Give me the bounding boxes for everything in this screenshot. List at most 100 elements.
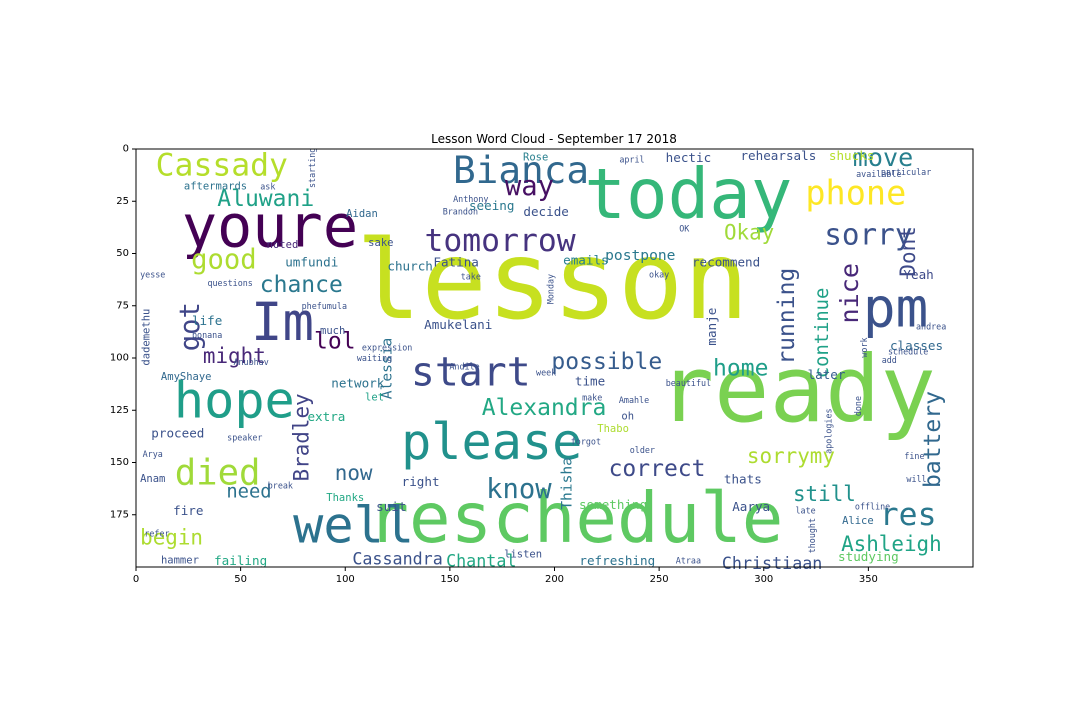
word-dont: Dont — [896, 226, 920, 276]
word-oh: oh — [621, 411, 634, 423]
word-correct: correct — [609, 456, 706, 482]
word-amukelani: Amukelani — [424, 317, 492, 332]
word-youre: youre — [182, 192, 358, 260]
y-tick-label: 150 — [110, 457, 129, 468]
word-april: april — [619, 154, 644, 164]
word-arya: Arya — [143, 449, 163, 459]
y-tick-label: 0 — [123, 144, 129, 155]
word-failing: failing — [214, 553, 267, 568]
word-brandon: Brandon — [443, 207, 478, 217]
word-reschedule: reschedule — [367, 479, 783, 559]
word-ready: ready — [659, 336, 936, 443]
word-yesse: yesse — [140, 269, 165, 279]
word-amahle: Amahle — [619, 395, 649, 405]
word-speaker: speaker — [227, 432, 262, 442]
y-tick-label: 125 — [110, 405, 129, 416]
word-available: available — [856, 169, 901, 179]
word-now: now — [335, 461, 373, 485]
plot-background — [136, 149, 973, 567]
word-aarya: Aarya — [732, 499, 770, 514]
word-anubhav: Anubhav — [233, 357, 268, 367]
word-later: later — [808, 367, 846, 382]
word-thats: thats — [724, 472, 762, 487]
word-thabo: Thabo — [597, 423, 629, 435]
word-classes: classes — [890, 338, 943, 353]
word-particular: particular — [881, 167, 931, 177]
y-tick-label: 75 — [116, 300, 129, 311]
word-hammer: hammer — [161, 555, 199, 567]
word-fatina: Fatina — [433, 254, 479, 269]
word-andrea: andrea — [916, 322, 946, 332]
word-monday: Monday — [545, 274, 555, 304]
word-refer: refer — [144, 529, 169, 539]
word-suit: suit — [376, 499, 406, 514]
word-phone: phone — [805, 173, 906, 212]
word-life: life — [192, 313, 222, 328]
word-alexandra: Alexandra — [482, 395, 607, 421]
word-forgot: forgot — [571, 437, 601, 447]
word-atraa: Atraa — [676, 556, 701, 566]
word-sorry: sorry — [824, 218, 912, 252]
word-chantal: Chantal — [446, 551, 516, 571]
word-anam: Anam — [140, 473, 165, 485]
word-aluwani: Aluwani — [217, 186, 314, 212]
word-alessia: Alessia — [379, 338, 396, 400]
word-still: still — [793, 482, 856, 506]
word-sake: sake — [368, 237, 393, 249]
word-something: something — [579, 497, 647, 512]
word-possible: possible — [551, 349, 662, 375]
word-ok: OK — [679, 223, 690, 233]
word-proceed: proceed — [151, 426, 204, 441]
word-thisha: Thisha — [559, 457, 576, 510]
word-refreshing: refreshing — [579, 553, 655, 568]
word-continue: continue — [812, 288, 833, 378]
word-might: might — [203, 344, 266, 368]
word-phefumula: phefumula — [302, 301, 347, 311]
word-please: please — [401, 412, 582, 471]
x-tick-label: 150 — [440, 574, 459, 585]
x-tick-label: 100 — [336, 574, 355, 585]
word-rose: Rose — [523, 151, 548, 163]
word-studying: studying — [838, 549, 899, 564]
word-work: work — [859, 337, 869, 357]
word-tomorrow: tomorrow — [424, 223, 575, 259]
x-tick-label: 350 — [859, 574, 878, 585]
word-died: died — [175, 452, 261, 493]
word-today: today — [584, 155, 792, 235]
word-cassandra: Cassandra — [352, 549, 442, 569]
word-listen: listen — [504, 548, 542, 560]
word-starting: starting — [307, 148, 317, 188]
word-okay: Okay — [724, 221, 774, 245]
word-running: running — [774, 268, 800, 365]
word-know: know — [486, 474, 552, 505]
word-ashleigh: Ashleigh — [841, 532, 942, 556]
word-aftermards: aftermards — [184, 181, 247, 193]
word-bradley: Bradley — [289, 393, 313, 481]
word-need: need — [226, 481, 271, 502]
y-axis: 0 25 50 75 100 125 150 175 — [110, 144, 136, 520]
word-apologies: apologies — [824, 408, 834, 453]
word-noted: noted — [267, 239, 299, 251]
word-dademethu: dademethu — [140, 309, 152, 366]
word-im: Im — [251, 292, 314, 353]
word-thanks: Thanks — [326, 492, 364, 504]
word-schedule: schedule — [888, 347, 928, 357]
x-tick-label: 300 — [754, 574, 773, 585]
word-bianca: Bianca — [453, 148, 589, 192]
word-chance: chance — [260, 272, 343, 298]
word-umfundi: umfundi — [285, 254, 338, 269]
x-tick-label: 200 — [545, 574, 564, 585]
word-add: add — [882, 355, 897, 365]
y-tick-label: 25 — [116, 196, 129, 207]
word-hectic: hectic — [666, 150, 712, 165]
word-hope: hope — [174, 370, 295, 429]
word-battery: battery — [920, 391, 946, 488]
word-postpone: postpone — [605, 247, 675, 264]
x-tick-label: 0 — [133, 574, 139, 585]
word-shucks: shucks — [829, 148, 875, 163]
word-expression: expression — [362, 343, 412, 353]
word-sorrymy: sorrymy — [747, 444, 835, 468]
word-take: take — [461, 271, 481, 281]
